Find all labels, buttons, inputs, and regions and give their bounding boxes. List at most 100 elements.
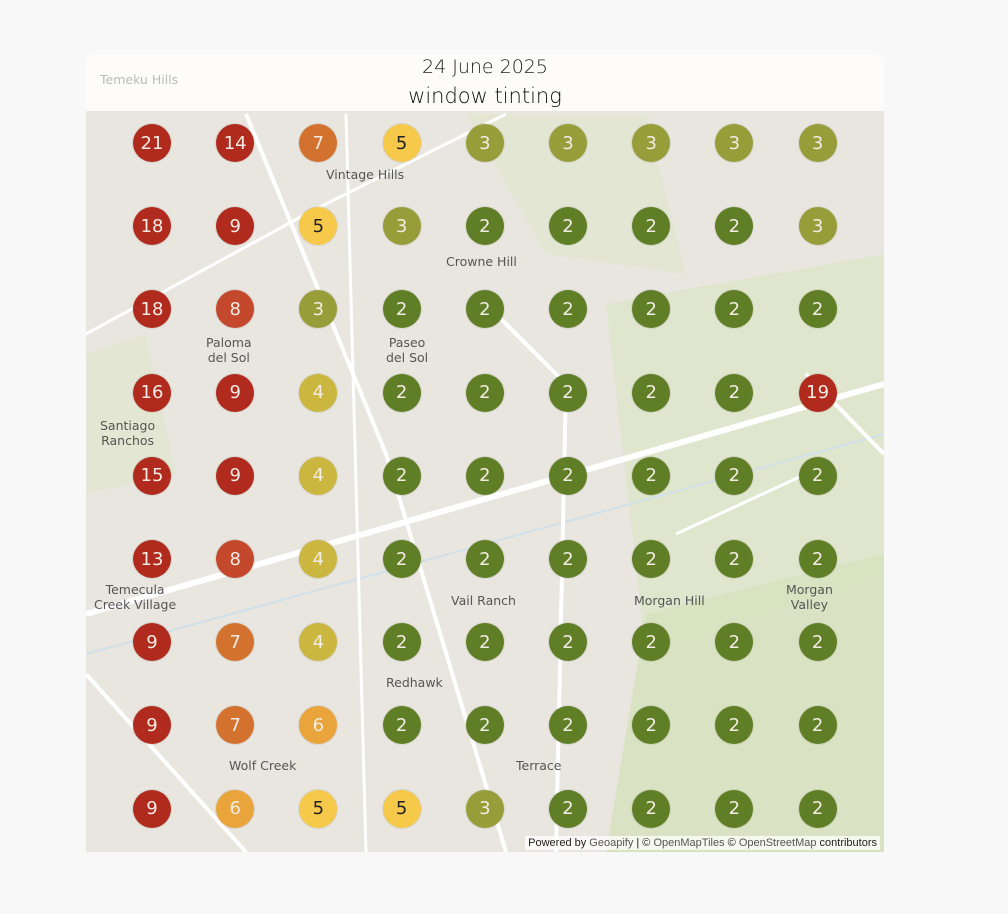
count-marker[interactable]: 2 <box>549 290 587 329</box>
date-label: 24 June 2025 <box>422 56 548 78</box>
count-marker[interactable]: 2 <box>798 706 837 745</box>
count-marker[interactable]: 4 <box>299 456 338 495</box>
count-marker[interactable]: 18 <box>133 207 171 246</box>
count-marker[interactable]: 3 <box>798 124 837 162</box>
count-marker[interactable]: 9 <box>133 623 171 662</box>
count-marker[interactable]: 4 <box>299 623 338 662</box>
count-marker[interactable]: 7 <box>299 124 338 162</box>
place-label: Temeku Hills <box>100 72 179 87</box>
openstreetmap-link[interactable]: OpenStreetMap <box>738 837 817 849</box>
count-marker[interactable]: 2 <box>549 540 587 578</box>
count-marker[interactable]: 8 <box>216 290 255 329</box>
count-marker[interactable]: 2 <box>632 540 671 578</box>
count-marker[interactable]: 2 <box>715 623 754 662</box>
place-label: Vail Ranch <box>451 593 516 608</box>
openmaptiles-link[interactable]: OpenMapTiles <box>653 837 725 849</box>
count-marker[interactable]: 18 <box>133 290 171 329</box>
count-marker[interactable]: 3 <box>382 207 421 246</box>
count-marker[interactable]: 2 <box>798 540 837 578</box>
count-marker[interactable]: 9 <box>133 706 171 745</box>
count-marker[interactable]: 2 <box>382 456 421 495</box>
count-marker[interactable]: 21 <box>133 124 171 162</box>
count-marker[interactable]: 2 <box>382 623 421 662</box>
count-marker[interactable]: 5 <box>299 789 338 828</box>
count-marker[interactable]: 2 <box>465 290 504 329</box>
count-marker[interactable]: 2 <box>715 706 754 745</box>
count-marker[interactable]: 2 <box>632 706 671 745</box>
count-marker[interactable]: 2 <box>715 540 754 578</box>
count-marker[interactable]: 2 <box>465 706 504 745</box>
count-marker[interactable]: 8 <box>216 540 255 578</box>
count-marker[interactable]: 2 <box>465 623 504 662</box>
count-marker[interactable]: 5 <box>382 124 421 162</box>
count-marker[interactable]: 2 <box>465 373 504 412</box>
count-marker[interactable]: 3 <box>715 124 754 162</box>
count-marker[interactable]: 4 <box>299 373 338 412</box>
count-marker[interactable]: 2 <box>549 789 587 828</box>
count-marker[interactable]: 2 <box>632 373 671 412</box>
attribution: Powered by Geoapify | © OpenMapTiles © O… <box>525 836 880 850</box>
count-marker[interactable]: 13 <box>133 540 171 578</box>
place-label: Morgan Valley <box>786 582 833 612</box>
count-marker[interactable]: 6 <box>299 706 338 745</box>
count-marker[interactable]: 2 <box>798 456 837 495</box>
count-marker[interactable]: 3 <box>549 124 587 162</box>
count-marker[interactable]: 6 <box>216 789 255 828</box>
count-marker[interactable]: 2 <box>549 207 587 246</box>
count-marker[interactable]: 2 <box>465 207 504 246</box>
place-label: Paseo del Sol <box>386 335 429 365</box>
count-marker[interactable]: 15 <box>133 456 171 495</box>
count-marker[interactable]: 2 <box>798 623 837 662</box>
count-marker[interactable]: 14 <box>216 124 255 162</box>
map[interactable]: Vintage Hills Crowne Hill Paloma del Sol Pas… <box>86 54 884 852</box>
place-label: Wolf Creek <box>229 758 297 773</box>
count-marker[interactable]: 3 <box>465 124 504 162</box>
count-marker[interactable]: 9 <box>216 207 255 246</box>
place-label: Crowne Hill <box>446 254 517 269</box>
count-marker[interactable]: 2 <box>632 290 671 329</box>
count-marker[interactable]: 2 <box>715 456 754 495</box>
count-marker[interactable]: 2 <box>632 623 671 662</box>
count-marker[interactable]: 2 <box>632 789 671 828</box>
map-header: 24 June 2025 window tinting <box>86 54 884 111</box>
count-marker[interactable]: 2 <box>715 789 754 828</box>
count-marker[interactable]: 9 <box>216 373 255 412</box>
count-marker[interactable]: 7 <box>216 623 255 662</box>
count-marker[interactable]: 2 <box>632 456 671 495</box>
count-marker[interactable]: 2 <box>798 789 837 828</box>
geoapify-link[interactable]: Geoapify <box>589 837 634 849</box>
place-label: Temecula Creek Village <box>94 582 177 612</box>
count-marker[interactable]: 4 <box>299 540 338 578</box>
count-marker[interactable]: 3 <box>632 124 671 162</box>
count-marker[interactable]: 2 <box>549 456 587 495</box>
count-marker[interactable]: 9 <box>216 456 255 495</box>
count-marker[interactable]: 2 <box>798 290 837 329</box>
count-marker[interactable]: 2 <box>382 373 421 412</box>
count-marker[interactable]: 2 <box>382 706 421 745</box>
count-marker[interactable]: 3 <box>798 207 837 246</box>
count-marker[interactable]: 2 <box>465 456 504 495</box>
count-marker[interactable]: 2 <box>549 373 587 412</box>
count-marker[interactable]: 16 <box>133 373 171 412</box>
place-label: Redhawk <box>386 675 443 690</box>
count-marker[interactable]: 2 <box>549 623 587 662</box>
count-marker[interactable]: 5 <box>299 207 338 246</box>
count-marker[interactable]: 2 <box>549 706 587 745</box>
count-marker[interactable]: 7 <box>216 706 255 745</box>
place-label: Santiago Ranchos <box>100 418 156 448</box>
place-label: Paloma del Sol <box>206 335 252 365</box>
count-marker[interactable]: 2 <box>715 290 754 329</box>
count-marker[interactable]: 9 <box>133 789 171 828</box>
count-marker[interactable]: 3 <box>299 290 338 329</box>
count-marker[interactable]: 2 <box>715 373 754 412</box>
place-label: Vintage Hills <box>326 167 405 182</box>
count-marker[interactable]: 5 <box>382 789 421 828</box>
count-marker[interactable]: 2 <box>382 540 421 578</box>
count-marker[interactable]: 3 <box>465 789 504 828</box>
count-marker[interactable]: 2 <box>382 290 421 329</box>
count-marker[interactable]: 19 <box>798 373 837 412</box>
count-marker[interactable]: 2 <box>465 540 504 578</box>
count-marker[interactable]: 2 <box>632 207 671 246</box>
count-marker[interactable]: 2 <box>715 207 754 246</box>
place-label: Terrace <box>516 758 562 773</box>
